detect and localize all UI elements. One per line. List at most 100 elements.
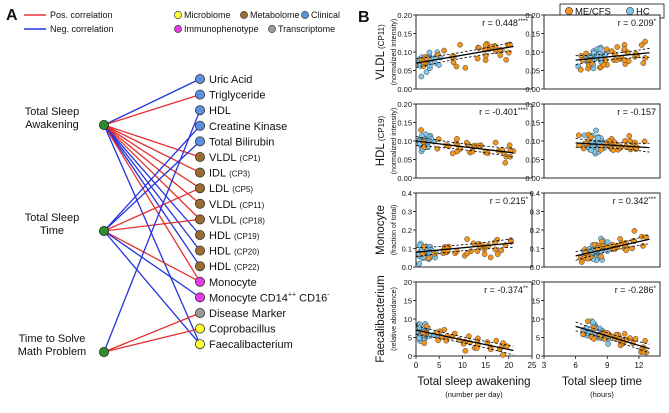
legend-neg-label: Neg. correlation bbox=[50, 24, 114, 34]
point-mecfs bbox=[443, 337, 450, 344]
confidence-band bbox=[415, 238, 514, 249]
confidence-band bbox=[575, 47, 650, 57]
feature-node-label: LDL (CP5) bbox=[209, 183, 253, 195]
edge-neg bbox=[103, 124, 201, 236]
scatter-panels: VLDL(CP11) (normalized intensity)0.000.05… bbox=[375, 11, 661, 399]
y-axis-title-name: Faecalibacterium bbox=[375, 275, 387, 363]
regression-line bbox=[575, 52, 650, 61]
legend-clinical-dot bbox=[301, 11, 309, 19]
confidence-band bbox=[415, 145, 514, 158]
point-mecfs bbox=[599, 238, 605, 245]
point-hc bbox=[432, 59, 438, 66]
edge-neg bbox=[103, 124, 201, 345]
y-tick-label: 0 bbox=[408, 352, 412, 361]
point-mecfs bbox=[591, 336, 597, 342]
point-mecfs bbox=[435, 337, 442, 344]
x-tick-label: 5 bbox=[437, 361, 442, 370]
legend-transcriptome-dot bbox=[268, 25, 276, 33]
y-axis-title-name: HDL bbox=[375, 143, 387, 167]
feature-node-label: Monocyte CD14++ CD16- bbox=[209, 291, 330, 304]
scatter-plot: 0 5 10 15 20 r = -0.286* 3 6 9 12 Total sleep time… bbox=[532, 278, 661, 399]
correlation-value: r = -0.374 bbox=[484, 285, 523, 295]
y-tick-label: 0.15 bbox=[397, 29, 412, 38]
y-axis-title: VLDL(CP11) bbox=[375, 24, 387, 80]
legend-hc-label: HC bbox=[636, 7, 650, 18]
correlation-label: r = -0.374** bbox=[484, 285, 528, 295]
y-tick-label: 0.10 bbox=[397, 48, 412, 57]
point-mecfs bbox=[462, 64, 469, 71]
feature-node-label: HDL (CP22) bbox=[209, 261, 260, 273]
point-mecfs bbox=[453, 63, 460, 70]
y-tick-label: 0.0 bbox=[402, 263, 412, 272]
y-tick-label: 0.20 bbox=[397, 100, 412, 109]
point-mecfs bbox=[614, 44, 621, 50]
sleep-node-dot bbox=[99, 225, 110, 236]
feature-node-dot bbox=[194, 245, 205, 256]
y-tick-label: 20 bbox=[532, 278, 540, 287]
feature-node-dot bbox=[194, 307, 205, 318]
plot-frame bbox=[415, 281, 533, 357]
point-mecfs bbox=[640, 60, 647, 66]
point-mecfs bbox=[498, 247, 504, 254]
y-axis-title-name: VLDL bbox=[375, 50, 387, 79]
legend-immunophenotype-dot bbox=[174, 25, 182, 33]
confidence-band bbox=[575, 234, 650, 252]
panel-a-label: A bbox=[6, 7, 18, 24]
y-tick-label: 0.1 bbox=[530, 244, 540, 253]
correlation-label: r = 0.342*** bbox=[613, 196, 657, 206]
point-mecfs bbox=[454, 135, 460, 142]
correlation-value: r = -0.401 bbox=[479, 107, 518, 117]
edge-pos bbox=[103, 218, 201, 232]
feature-node-sub: (CP22) bbox=[234, 263, 260, 272]
correlation-label: r = 0.448**** bbox=[482, 18, 528, 28]
x-axis-title: Total sleep time bbox=[562, 376, 642, 388]
point-mecfs bbox=[450, 59, 457, 66]
feature-node-dot bbox=[194, 229, 205, 240]
x-tick-label: 15 bbox=[481, 361, 490, 370]
x-tick-label: 6 bbox=[573, 361, 578, 370]
sleep-node-dot bbox=[99, 120, 110, 131]
edge-neg bbox=[103, 124, 201, 251]
feature-node-sup2: - bbox=[327, 291, 330, 298]
correlation-value: r = -0.286 bbox=[615, 285, 654, 295]
edge-neg bbox=[103, 78, 201, 126]
y-tick-label: 0.3 bbox=[530, 207, 540, 216]
y-tick-label: 0.00 bbox=[525, 174, 540, 183]
scatter-plot: 0.00 0.05 0.10 0.15 0.20 r = 0.448**** bbox=[397, 11, 533, 94]
feature-node-label: Disease Marker bbox=[209, 308, 286, 320]
legend-metabolome-dot bbox=[240, 11, 248, 19]
point-mecfs bbox=[457, 41, 463, 48]
scatter-plot: 0.0 0.1 0.2 0.3 0.4 r = 0.215* bbox=[402, 189, 533, 272]
feature-node-dot bbox=[194, 167, 205, 178]
confidence-band bbox=[415, 334, 514, 356]
y-axis-subtitle: (fraction of total) bbox=[391, 205, 398, 256]
feature-node-dot bbox=[194, 198, 205, 209]
confidence-band bbox=[415, 325, 514, 347]
plot-frame bbox=[543, 281, 661, 357]
point-mecfs bbox=[441, 47, 447, 54]
confidence-band bbox=[575, 138, 650, 144]
y-tick-label: 0.20 bbox=[397, 11, 412, 20]
feature-node-name: Disease Marker bbox=[209, 308, 286, 320]
sleep-node-label-line2: Awakening bbox=[25, 119, 79, 131]
feature-node-sub: (CP1) bbox=[240, 154, 261, 163]
legend-pos-label: Pos. correlation bbox=[50, 10, 113, 20]
significance-stars: ** bbox=[523, 285, 529, 292]
y-tick-label: 15 bbox=[404, 296, 412, 305]
correlation-label: r = -0.157 bbox=[617, 107, 656, 117]
regression-line bbox=[415, 45, 514, 64]
panel-b-legend: ME/CFS HC bbox=[559, 3, 665, 19]
network-edges bbox=[103, 78, 201, 353]
point-mecfs bbox=[500, 352, 506, 358]
correlation-label: r = 0.209* bbox=[618, 18, 657, 28]
sleep-node-label-line1: Total Sleep bbox=[25, 106, 79, 118]
feature-node-dot bbox=[194, 339, 205, 350]
y-axis-subtitle: (relative abundance) bbox=[391, 287, 398, 351]
y-tick-label: 0.10 bbox=[397, 137, 412, 146]
point-mecfs bbox=[421, 144, 428, 150]
confidence-band bbox=[415, 246, 514, 258]
point-hc bbox=[591, 49, 597, 56]
feature-node-name: HDL bbox=[209, 105, 231, 117]
significance-stars: **** bbox=[518, 107, 529, 114]
